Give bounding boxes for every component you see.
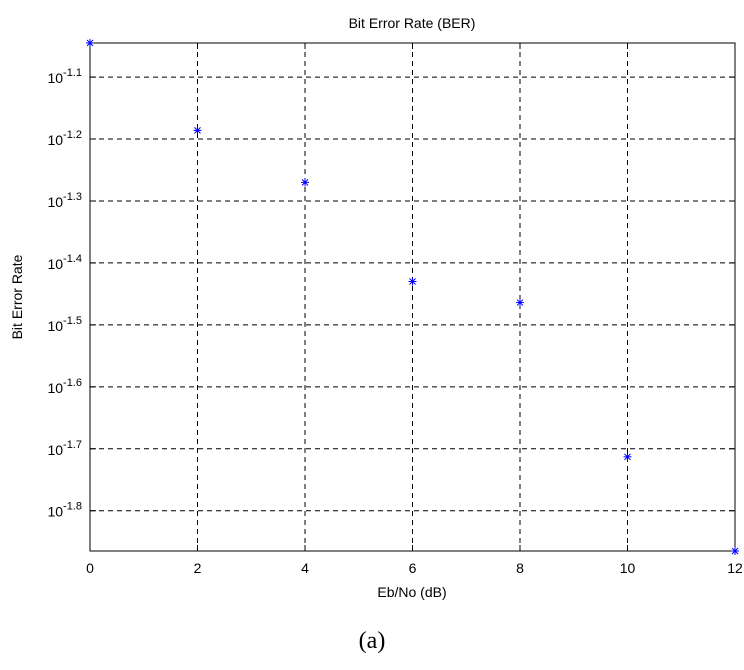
data-point: [301, 178, 309, 187]
data-points: [86, 39, 739, 555]
x-tick-label: 2: [194, 560, 202, 576]
data-point: [408, 277, 417, 286]
y-tick-labels: 10-1.1 10-1.2 10-1.3 10-1.4 10-1.5 10-1.6 10-1…: [47, 67, 82, 520]
x-tick-label: 0: [86, 560, 94, 576]
x-tick-label: 12: [727, 560, 743, 576]
x-axis-label: Eb/No (dB): [377, 584, 446, 600]
y-tick-label: 10-1.2: [47, 129, 82, 148]
y-tick-label: 10-1.4: [47, 253, 82, 272]
data-point: [193, 126, 202, 135]
y-tick-label: 10-1.5: [47, 315, 82, 334]
data-point: [516, 298, 524, 307]
y-tick-label: 10-1.1: [47, 67, 82, 86]
chart-title: Bit Error Rate (BER): [349, 15, 476, 31]
y-tick-label: 10-1.8: [47, 501, 82, 520]
x-tick-label: 4: [301, 560, 309, 576]
figure-caption: (a): [358, 628, 386, 654]
y-axis-label: Bit Error Rate: [9, 254, 25, 339]
data-point: [86, 39, 94, 47]
data-point: [731, 547, 739, 555]
x-tick-labels: 0 2 4 6 8 10 12: [86, 560, 743, 576]
y-tick-label: 10-1.3: [47, 191, 82, 210]
y-tick-label: 10-1.6: [47, 377, 82, 396]
x-tick-label: 8: [516, 560, 524, 576]
x-tick-label: 6: [409, 560, 417, 576]
ber-chart: 0 2 4 6 8 10 12 10-1.1 10-1.2 10-1.3 10-1.4 10-1.5…: [9, 15, 743, 600]
data-point: [623, 452, 632, 461]
x-tick-label: 10: [620, 560, 636, 576]
y-tick-label: 10-1.7: [47, 439, 82, 458]
axis-ticks: [89, 43, 736, 551]
